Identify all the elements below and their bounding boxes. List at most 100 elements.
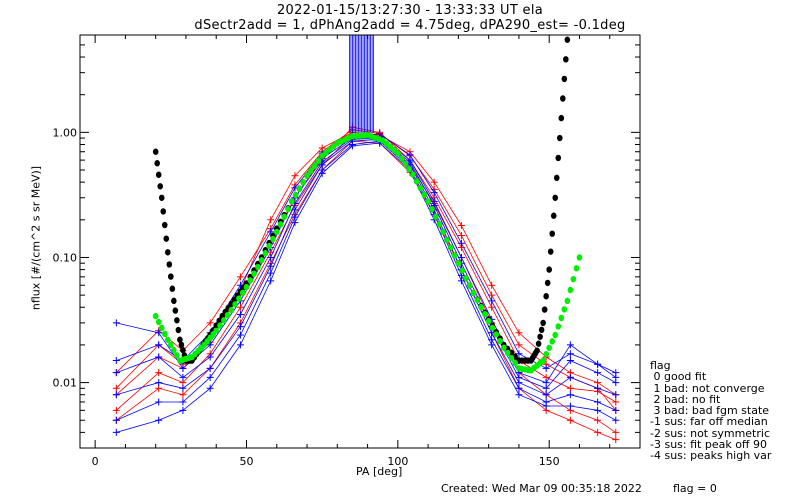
fit-green-marker (455, 259, 462, 267)
data-point (612, 406, 620, 414)
fit-green-marker (493, 331, 500, 338)
fit-black-marker (166, 261, 173, 268)
fit-black-marker (158, 194, 165, 201)
fit-green-marker (289, 198, 295, 205)
data-point (542, 384, 550, 392)
fit-green-marker (508, 354, 515, 362)
data-point (155, 379, 163, 387)
data-point (488, 341, 496, 349)
data-point (612, 398, 620, 406)
data-point (291, 172, 299, 180)
data-point (206, 341, 214, 349)
flag-value: flag = 0 (673, 482, 717, 495)
fit-black-marker (553, 174, 560, 182)
legend-item: 0 good fit (650, 370, 707, 384)
legend-item: 3 bad: bad fgm state (650, 404, 770, 418)
fit-green-marker (504, 349, 511, 357)
data-point (566, 391, 574, 399)
data-point (155, 341, 163, 349)
legend-title: flag (650, 359, 671, 372)
fit-green-marker (273, 228, 280, 236)
data-point (112, 319, 120, 327)
data-point (206, 364, 214, 372)
data-point (112, 357, 120, 365)
data-point (267, 216, 275, 224)
axes-box (79, 34, 641, 449)
legend-item: -2 sus: not symmetric (650, 426, 770, 440)
fit-green-marker (255, 263, 261, 271)
data-point (291, 206, 299, 214)
data-point (236, 303, 244, 311)
fit-green-marker (436, 221, 443, 228)
fit-green-marker (296, 185, 303, 192)
data-point (179, 384, 187, 392)
data-point (430, 189, 438, 197)
data-point (566, 373, 574, 381)
fit-black-marker (171, 297, 177, 305)
fit-black-marker (543, 293, 549, 300)
fit-black-marker (155, 171, 162, 178)
data-point (112, 391, 120, 399)
fit-black-marker (546, 266, 552, 273)
data-point (406, 151, 414, 159)
fit-green-marker (164, 336, 171, 343)
chart-title: 2022-01-15/13:27:30 - 13:33:33 UT ela (276, 3, 544, 18)
fit-green-marker (463, 274, 469, 282)
x-axis-label: PA [deg] (356, 465, 403, 478)
data-point (112, 416, 120, 424)
fit-black-marker (163, 235, 170, 242)
data-point (515, 329, 523, 337)
data-point (542, 402, 550, 410)
data-point (515, 384, 523, 392)
data-point (155, 329, 163, 337)
fit-black-marker (540, 319, 546, 327)
data-point (236, 273, 244, 281)
fit-green-marker (285, 205, 291, 213)
fit-black-marker (168, 273, 174, 280)
created-timestamp: Created: Wed Mar 09 00:35:18 2022 (441, 482, 642, 495)
fit-green-marker (281, 213, 288, 220)
data-point (236, 323, 244, 331)
data-point (594, 360, 602, 368)
flag-legend: flag 0 good fit 1 bad: not converge 2 ba… (650, 360, 771, 462)
data-point (515, 341, 523, 349)
fit-green-marker (413, 178, 420, 185)
fit-black-marker (157, 183, 164, 190)
fit-black-marker (558, 114, 565, 122)
data-point (318, 169, 326, 177)
fit-green-marker (425, 198, 431, 205)
fit-green-marker (220, 317, 227, 324)
data-point (488, 281, 496, 289)
fit-black-marker (547, 248, 554, 255)
data-point (179, 364, 187, 372)
fit-green-marker (262, 249, 269, 257)
data-point (348, 142, 356, 150)
legend-item: -1 sus: far off median (650, 415, 768, 429)
fit-green-marker (217, 322, 223, 329)
data-point (594, 406, 602, 414)
fit-green-marker (564, 297, 571, 305)
chart-subtitle: dSectr2add = 1, dPhAng2add = 4.75deg, dP… (194, 18, 626, 33)
fit-green-marker (497, 337, 503, 345)
data-point (594, 398, 602, 406)
data-point (594, 384, 602, 392)
data-point (457, 277, 465, 285)
data-point (236, 341, 244, 349)
fit-green-marker (213, 327, 220, 334)
fit-black-marker (172, 307, 179, 314)
fit-green-marker (555, 323, 562, 330)
fit-green-marker (432, 213, 439, 220)
data-point (566, 416, 574, 424)
data-point (457, 231, 465, 239)
fit-black-marker (544, 279, 551, 287)
fit-green-marker (304, 172, 310, 179)
data-point (457, 222, 465, 230)
data-point (566, 357, 574, 365)
x-tick-label: 100 (387, 455, 408, 468)
fit-green-marker (406, 166, 412, 173)
data-point (179, 391, 187, 399)
fit-black-marker (537, 333, 543, 340)
y-tick-label: 0.10 (53, 251, 78, 264)
fit-green-marker (300, 178, 307, 186)
fit-black-marker (164, 249, 171, 256)
